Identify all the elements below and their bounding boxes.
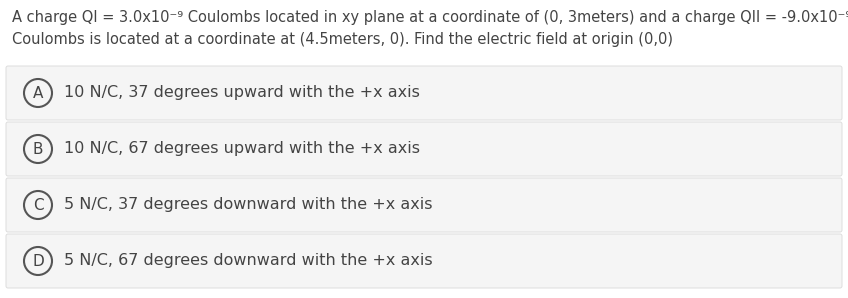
Text: A charge QI = 3.0x10⁻⁹ Coulombs located in xy plane at a coordinate of (0, 3mete: A charge QI = 3.0x10⁻⁹ Coulombs located … — [12, 10, 848, 25]
Text: Coulombs is located at a coordinate at (4.5meters, 0). Find the electric field a: Coulombs is located at a coordinate at (… — [12, 32, 673, 47]
Text: 10 N/C, 37 degrees upward with the +x axis: 10 N/C, 37 degrees upward with the +x ax… — [64, 86, 420, 100]
Ellipse shape — [24, 79, 52, 107]
Text: 10 N/C, 67 degrees upward with the +x axis: 10 N/C, 67 degrees upward with the +x ax… — [64, 142, 420, 156]
Text: B: B — [33, 142, 43, 156]
Text: 5 N/C, 67 degrees downward with the +x axis: 5 N/C, 67 degrees downward with the +x a… — [64, 254, 432, 268]
Ellipse shape — [24, 247, 52, 275]
FancyBboxPatch shape — [6, 234, 842, 288]
FancyBboxPatch shape — [6, 178, 842, 232]
Text: 5 N/C, 37 degrees downward with the +x axis: 5 N/C, 37 degrees downward with the +x a… — [64, 198, 432, 212]
Ellipse shape — [24, 191, 52, 219]
Text: C: C — [33, 198, 43, 212]
FancyBboxPatch shape — [6, 66, 842, 120]
Text: A: A — [33, 86, 43, 100]
Ellipse shape — [24, 135, 52, 163]
FancyBboxPatch shape — [6, 122, 842, 176]
Text: D: D — [32, 254, 44, 268]
